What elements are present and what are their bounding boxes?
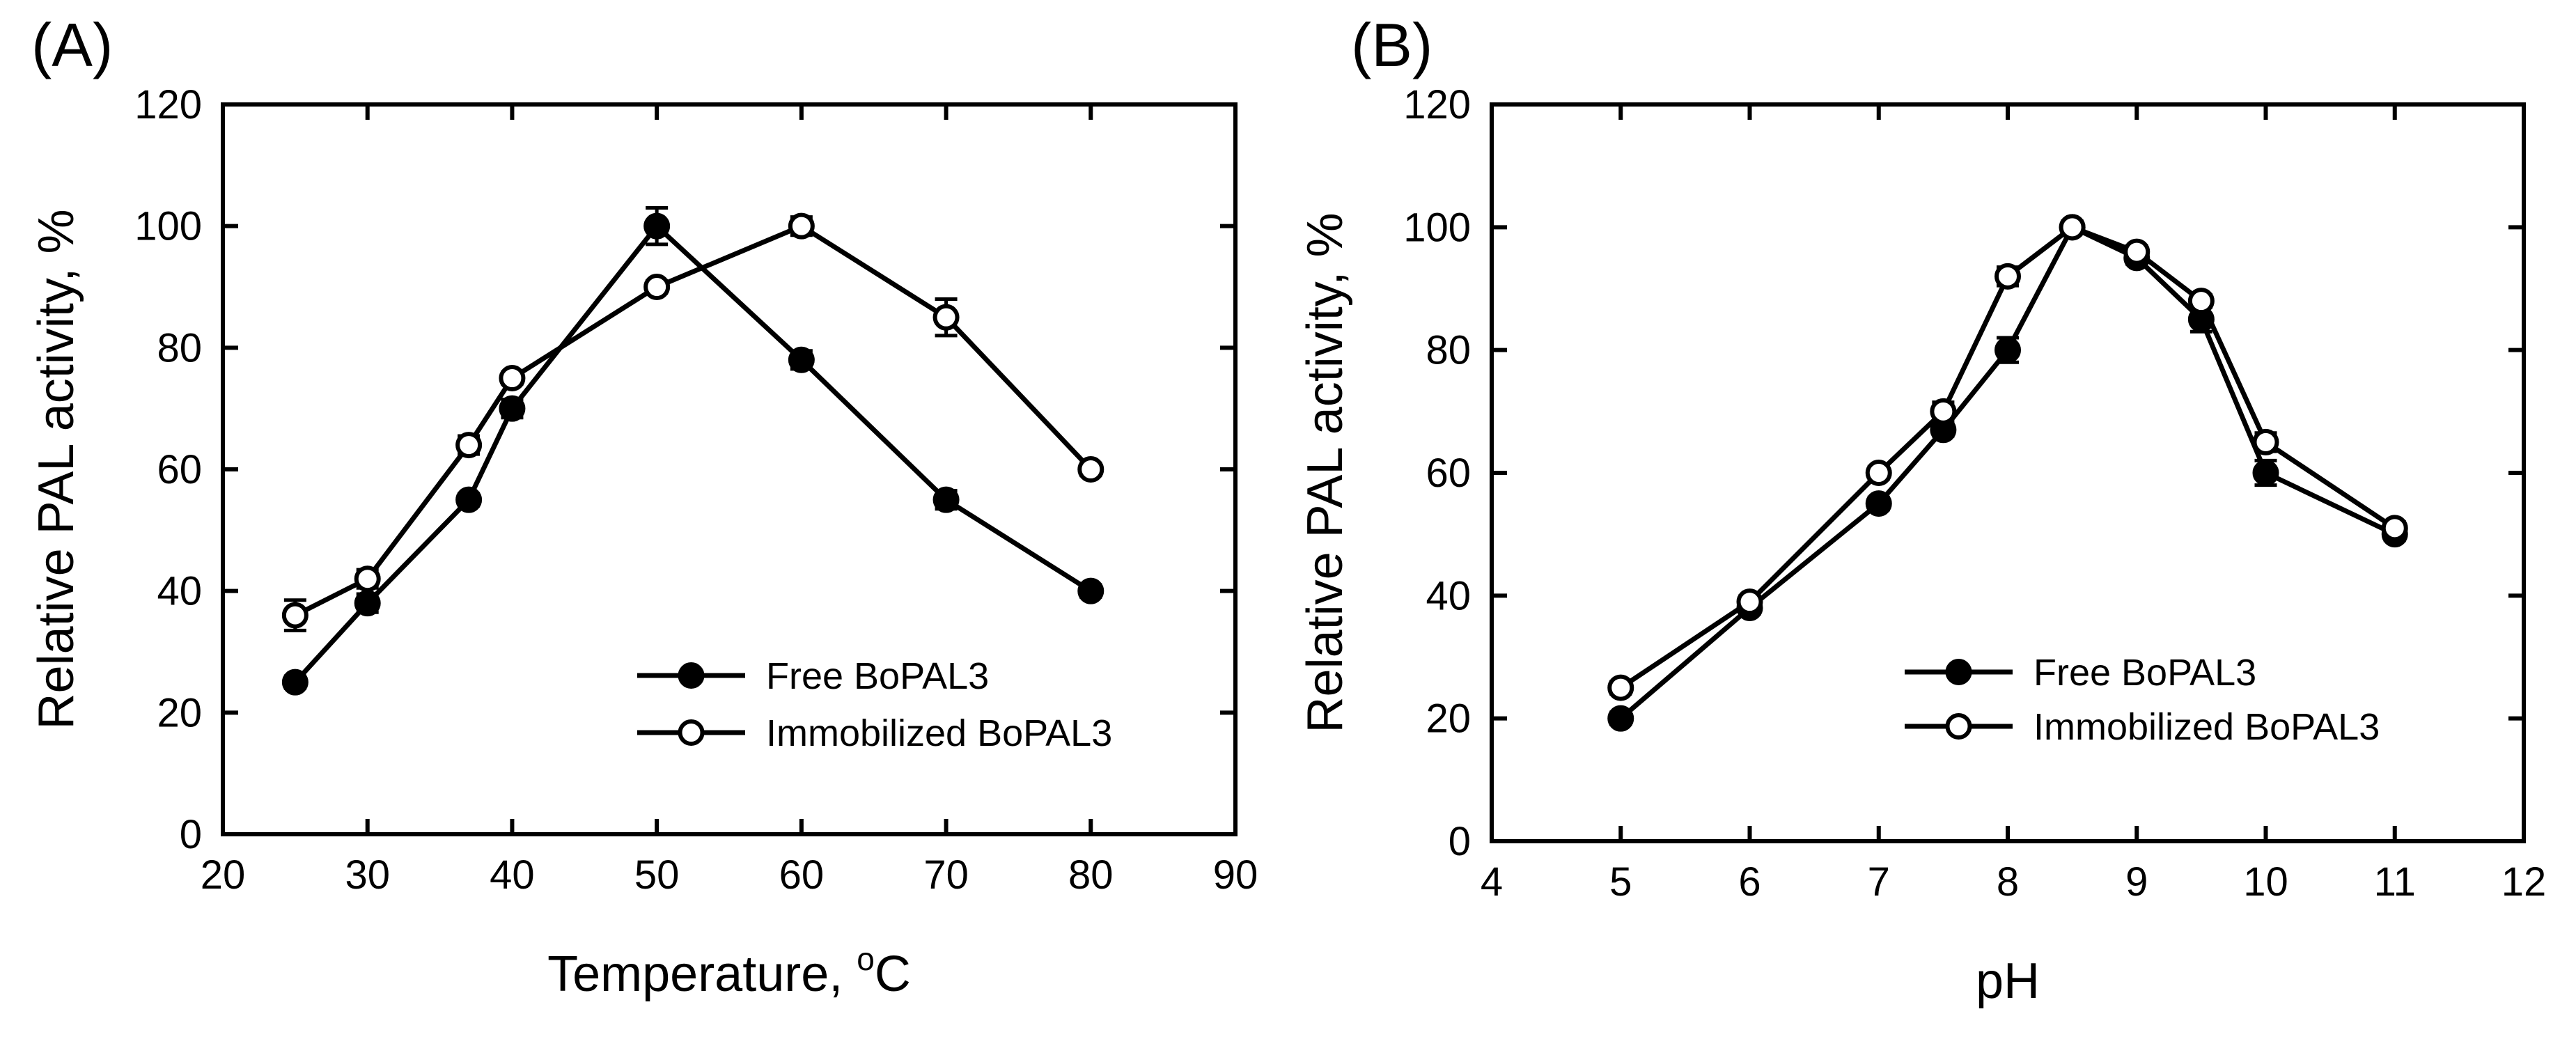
data-point [1607,674,1634,701]
legend: Free BoPAL3 Immobilized BoPAL3 [637,655,1112,754]
data-point [2059,214,2086,241]
y-tick-label: 0 [1449,819,1471,864]
y-tick-label: 20 [157,690,202,735]
x-axis-label-text: Temperature, [547,946,857,1002]
y-axis-label: Relative PAL activity, % [29,210,84,730]
series-immobilized [1607,214,2408,701]
data-point [932,304,960,331]
legend-marker-filled-circle [1945,659,1972,685]
data-point [788,346,815,373]
x-tick-label: 70 [923,852,969,898]
x-tick-label: 4 [1481,859,1503,905]
data-point [1995,263,2021,290]
x-tick-label: 9 [2125,859,2148,905]
x-tick-label: 8 [1997,859,2019,905]
data-point [1077,456,1104,483]
data-point [643,212,671,240]
data-point [1736,588,1763,616]
legend-marker-open-circle [678,719,705,746]
x-tick-label: 20 [201,852,246,898]
y-tick-label: 40 [1426,573,1471,618]
data-point [281,669,309,696]
legend-marker-open-circle [1945,713,1972,740]
chart-panel-a: (A)20 30 40 50 60 70 80 90020406080100120Temper… [29,10,1258,1002]
data-point [643,274,671,300]
data-point [1607,705,1634,732]
data-point [455,432,483,459]
x-tick-label: 30 [345,852,390,898]
x-tick-label: 12 [2501,859,2547,905]
x-tick-label: 50 [634,852,680,898]
legend-label: Free BoPAL3 [2034,652,2256,694]
x-tick-label: 11 [2374,859,2416,905]
data-point [1077,577,1104,604]
y-tick-label: 100 [1403,205,1471,250]
data-point [2187,288,2215,315]
y-tick-label: 20 [1426,696,1471,742]
data-point [788,212,815,240]
y-axis-label: Relative PAL activity, % [1297,213,1353,733]
y-tick-label: 40 [157,569,202,614]
series-line [293,224,1093,685]
data-point [2252,428,2279,455]
panel-label: (A) [31,10,113,79]
legend-marker-filled-circle [678,662,705,689]
legend-label: Immobilized BoPAL3 [766,712,1112,754]
y-tick-label: 0 [180,812,202,857]
x-tick-label: 90 [1213,852,1258,898]
x-tick-label: 60 [779,852,825,898]
x-tick-label: 5 [1609,859,1632,905]
x-axis-label: Temperature, oC [547,941,911,1002]
x-axis-label-text: pH [1976,953,2040,1009]
data-point [1865,460,1892,486]
data-point [2252,460,2279,486]
legend-label: Immobilized BoPAL3 [2034,706,2380,748]
data-point [499,365,526,391]
x-axis-label-unit: C [875,946,911,1002]
data-point [455,486,483,513]
y-tick-label: 120 [1403,82,1471,127]
data-point [499,395,526,422]
data-point [2381,515,2408,542]
x-axis-label-superscript: o [857,941,875,977]
x-tick-label: 80 [1068,852,1114,898]
y-tick-label: 60 [1426,451,1471,496]
x-axis-label: pH [1976,953,2040,1009]
data-point [354,565,381,593]
series-immobilized [281,212,1104,632]
x-tick-label: 7 [1868,859,1890,905]
legend-label: Free BoPAL3 [766,655,989,697]
data-point [1995,336,2021,364]
data-point [2123,238,2150,265]
x-tick-label: 40 [490,852,535,898]
x-tick-label: 6 [1738,859,1761,905]
series-line [1619,224,2396,690]
data-point [1865,490,1892,517]
y-tick-label: 80 [157,325,202,370]
series-line [294,224,1093,618]
series-line [1618,224,2396,721]
series-free [281,205,1104,696]
y-tick-label: 80 [1426,328,1471,373]
legend: Free BoPAL3 Immobilized BoPAL3 [1905,652,2380,748]
panel-label: (B) [1351,10,1433,79]
data-point [932,486,960,513]
y-tick-label: 120 [134,82,202,127]
data-point [354,590,381,617]
data-point [1930,398,1957,425]
y-tick-label: 100 [134,204,202,249]
data-point [281,602,309,629]
x-tick-label: 10 [2243,859,2288,905]
chart-panel-b: (B)4 5 6 7 8 9 10 11 12020406080100120pHRelative… [1297,10,2546,1009]
y-tick-label: 60 [157,447,202,492]
